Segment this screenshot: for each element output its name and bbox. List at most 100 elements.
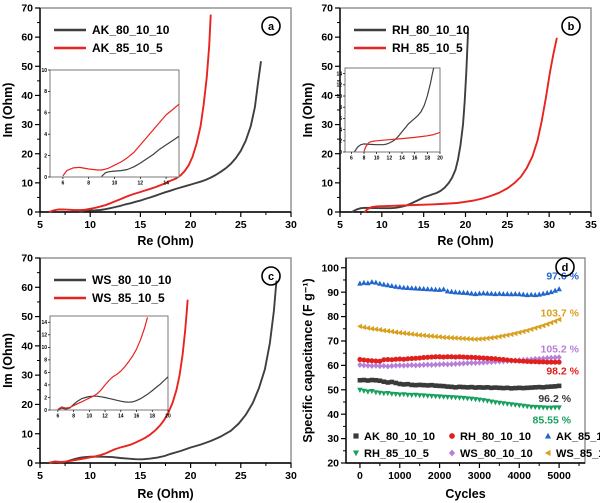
series-AK_80_10_10 — [79, 60, 262, 213]
legend-label-WS_80_10_10: WS_80_10_10 — [460, 448, 533, 460]
marker-triangle-down — [377, 390, 383, 396]
inset-x-tick-label: 10 — [112, 181, 118, 187]
marker-diamond — [544, 354, 550, 362]
marker-triangle-down — [532, 404, 538, 410]
marker-circle — [456, 354, 463, 360]
y-tick-label: 90 — [327, 287, 339, 299]
marker-triangle-up — [472, 291, 479, 297]
inset-x-tick-label: 6 — [350, 156, 353, 162]
marker-circle — [417, 355, 423, 361]
marker-square — [365, 378, 371, 383]
marker-triangle-down — [512, 402, 519, 408]
marker-circle — [540, 359, 546, 365]
marker-triangle-up — [532, 292, 538, 298]
marker-circle — [472, 355, 478, 361]
marker-triangle-up — [464, 290, 471, 296]
inset-x-tick-label: 12 — [102, 414, 108, 420]
marker-square — [401, 382, 407, 387]
inset-y-tick-label: 10 — [41, 345, 47, 351]
marker-triangle-up — [369, 279, 375, 285]
marker-triangle-left — [369, 326, 375, 332]
marker-triangle-down — [444, 394, 451, 400]
marker-triangle-up — [373, 279, 379, 285]
marker-square — [393, 380, 399, 386]
inset-y-tick-label: 10 — [336, 94, 342, 100]
marker-circle — [548, 359, 554, 365]
series-AK_80_10_10 — [357, 377, 562, 391]
y-tick-label: 70 — [21, 253, 33, 265]
inset-series — [363, 131, 440, 152]
marker-circle — [429, 354, 435, 360]
marker-triangle-left — [464, 336, 470, 342]
marker-diamond — [429, 361, 435, 368]
marker-square — [540, 385, 546, 390]
marker-circle — [421, 355, 427, 361]
marker-circle — [476, 355, 482, 361]
marker-triangle-down — [361, 388, 367, 394]
y-tick-label: 10 — [321, 177, 333, 189]
legend-label-RH_85_10_5: RH_85_10_5 — [364, 448, 429, 460]
marker-diamond — [460, 360, 467, 367]
marker-circle — [409, 356, 415, 362]
legend-label-WS_85_10_5: WS_85_10_5 — [556, 448, 600, 460]
series-RH_85_10_5 — [364, 37, 558, 213]
marker-triangle-left — [544, 321, 550, 327]
marker-triangle-left — [480, 336, 486, 342]
inset-y-tick-label: 14 — [41, 320, 47, 326]
marker-triangle-down — [516, 403, 522, 409]
x-tick-label: 30 — [285, 219, 297, 231]
marker-triangle-down — [385, 391, 391, 397]
marker-triangle-left — [361, 324, 367, 331]
marker-triangle-left — [460, 335, 466, 342]
marker-triangle-left — [381, 327, 386, 334]
marker-diamond — [417, 362, 423, 369]
inset-frame — [49, 69, 180, 178]
inset-series-group — [354, 68, 440, 152]
inset-y-tick-label: 4 — [339, 127, 342, 133]
y-tick-label: 40 — [321, 90, 333, 102]
marker-circle — [437, 354, 443, 360]
inset-y-tick-label: 4 — [44, 383, 47, 389]
inset-x-tick-label: 12 — [387, 156, 393, 162]
marker-triangle-down — [528, 404, 534, 410]
marker-diamond — [385, 363, 391, 370]
inset-y-tick-label: 10 — [41, 68, 47, 74]
y-tick-label: 20 — [321, 148, 333, 160]
marker-circle — [433, 354, 439, 360]
y-tick-label: 60 — [321, 32, 333, 44]
x-tick-label: 5 — [37, 219, 43, 231]
marker-triangle-down — [397, 392, 403, 398]
marker-square — [433, 383, 438, 388]
y-tick-label: 30 — [321, 119, 333, 131]
marker-triangle-left — [448, 335, 454, 341]
retention-label: 96.2 % — [538, 393, 571, 405]
marker-triangle-down — [448, 395, 455, 401]
x-tick-label: 20 — [185, 219, 197, 231]
inset-x-tick-label: 12 — [138, 181, 144, 187]
marker-triangle-left — [472, 336, 478, 342]
y-tick-label: 50 — [327, 384, 339, 396]
x-tick-label: 35 — [585, 219, 597, 231]
panel-badge-letter: a — [268, 21, 275, 33]
marker-triangle-up — [377, 280, 383, 286]
marker-triangle-left — [484, 335, 490, 342]
inset-y-tick-label: 4 — [44, 132, 47, 138]
inset-x-tick-label: 20 — [437, 156, 443, 162]
marker-square — [417, 382, 422, 388]
marker-triangle-down — [452, 395, 459, 401]
marker-circle — [361, 357, 367, 363]
marker-triangle-left — [452, 335, 458, 341]
marker-circle — [504, 357, 510, 363]
series-AK_85_10_5 — [49, 14, 212, 213]
marker-triangle-down — [389, 391, 395, 397]
legend-label-AK_85_10_5: AK_85_10_5 — [92, 41, 163, 55]
marker-triangle-left — [396, 329, 402, 336]
x-tick-label: 25 — [235, 470, 247, 482]
marker-diamond — [456, 360, 463, 367]
marker-circle — [524, 358, 530, 365]
marker-circle — [508, 357, 514, 364]
inset-series — [57, 317, 149, 410]
marker-diamond — [389, 362, 395, 369]
marker-triangle-up — [448, 288, 455, 294]
